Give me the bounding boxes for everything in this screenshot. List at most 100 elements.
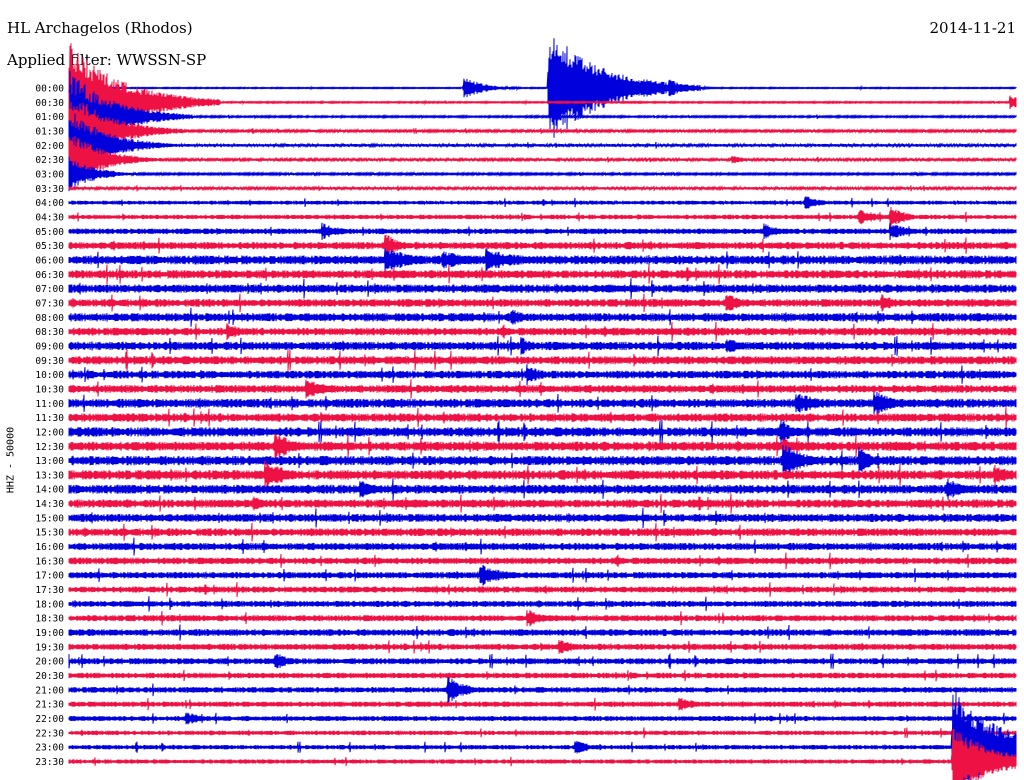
trace-row-0000 xyxy=(68,38,1017,138)
row-time-label: 06:00 xyxy=(35,255,64,266)
row-time-label: 19:30 xyxy=(35,642,64,653)
row-time-label: 16:30 xyxy=(35,556,64,567)
trace-row-2300 xyxy=(68,691,1017,780)
row-time-label: 22:00 xyxy=(35,714,64,725)
row-time-label: 23:00 xyxy=(35,743,64,754)
row-time-label: 03:00 xyxy=(35,169,64,180)
trace-row-0900 xyxy=(68,335,1017,357)
row-time-label: 09:00 xyxy=(35,341,64,352)
row-time-label: 16:00 xyxy=(35,542,64,553)
row-time-label: 07:00 xyxy=(35,284,64,295)
trace-row-1300 xyxy=(68,444,1017,477)
trace-row-1130 xyxy=(68,407,1017,428)
trace-row-0230 xyxy=(68,136,1017,184)
trace-row-0830 xyxy=(68,321,1017,342)
row-time-label: 20:00 xyxy=(35,657,64,668)
trace-row-2200 xyxy=(68,712,1017,725)
row-time-label: 22:30 xyxy=(35,728,64,739)
row-time-label: 21:00 xyxy=(35,685,64,696)
row-time-label: 01:30 xyxy=(35,126,64,137)
row-time-label: 20:30 xyxy=(35,671,64,682)
row-time-label: 11:00 xyxy=(35,399,64,410)
trace-row-1230 xyxy=(68,433,1017,459)
row-time-label: 03:30 xyxy=(35,184,64,195)
row-time-label: 04:00 xyxy=(35,198,64,209)
row-time-label: 18:30 xyxy=(35,614,64,625)
trace-row-2100 xyxy=(68,677,1017,703)
row-time-label: 10:30 xyxy=(35,384,64,395)
row-time-label: 09:30 xyxy=(35,356,64,367)
trace-row-1030 xyxy=(68,379,1017,399)
trace-row-2130 xyxy=(68,697,1017,711)
row-time-label: 02:30 xyxy=(35,155,64,166)
row-time-label: 02:00 xyxy=(35,141,64,152)
row-time-label: 06:30 xyxy=(35,270,64,281)
row-time-label: 01:00 xyxy=(35,112,64,123)
trace-row-0300 xyxy=(68,156,1017,192)
row-time-label: 19:00 xyxy=(35,628,64,639)
row-time-label: 18:00 xyxy=(35,599,64,610)
trace-row-1930 xyxy=(68,639,1017,654)
trace-row-1730 xyxy=(68,582,1017,597)
trace-row-1430 xyxy=(68,493,1017,514)
row-time-label: 15:00 xyxy=(35,513,64,524)
row-time-label: 08:30 xyxy=(35,327,64,338)
trace-row-1700 xyxy=(68,564,1017,586)
trace-row-1800 xyxy=(68,596,1017,612)
trace-row-1200 xyxy=(68,420,1017,444)
row-time-label: 11:30 xyxy=(35,413,64,424)
row-time-label: 17:00 xyxy=(35,571,64,582)
row-time-label: 14:30 xyxy=(35,499,64,510)
trace-row-0500 xyxy=(68,222,1017,240)
row-time-label: 05:30 xyxy=(35,241,64,252)
trace-row-0700 xyxy=(68,278,1017,300)
row-time-label: 13:30 xyxy=(35,470,64,481)
trace-row-0530 xyxy=(68,234,1017,257)
trace-row-1100 xyxy=(68,391,1017,415)
trace-row-0030 xyxy=(68,43,1017,162)
date-label: 2014-11-21 xyxy=(929,19,1016,37)
trace-row-0130 xyxy=(68,92,1017,170)
row-time-label: 10:00 xyxy=(35,370,64,381)
trace-row-2230 xyxy=(68,727,1017,739)
row-time-label: 04:30 xyxy=(35,212,64,223)
filter-label: Applied filter: WWSSN-SP xyxy=(7,51,207,69)
trace-row-0400 xyxy=(68,196,1017,209)
trace-row-0800 xyxy=(68,307,1017,327)
station-title: HL Archagelos (Rhodos) xyxy=(7,19,193,37)
row-time-label: 00:00 xyxy=(35,84,64,95)
row-time-label: 12:30 xyxy=(35,442,64,453)
trace-group xyxy=(68,38,1017,780)
trace-row-2030 xyxy=(68,669,1017,682)
trace-row-1600 xyxy=(68,537,1017,556)
trace-row-1900 xyxy=(68,624,1017,641)
trace-row-1000 xyxy=(68,364,1017,386)
row-label-group: 00:00 00:30 01:00 01:30 02:00 02:30 03:00 03:30… xyxy=(35,84,64,769)
trace-row-1630 xyxy=(68,552,1017,570)
trace-row-1830 xyxy=(68,610,1017,627)
row-time-label: 07:30 xyxy=(35,298,64,309)
trace-row-0730 xyxy=(68,293,1017,313)
row-time-label: 17:30 xyxy=(35,585,64,596)
trace-row-0930 xyxy=(68,349,1017,371)
trace-row-0430 xyxy=(68,206,1017,228)
trace-row-1400 xyxy=(68,478,1017,501)
trace-row-0200 xyxy=(68,113,1017,177)
row-time-label: 12:00 xyxy=(35,427,64,438)
row-time-label: 13:00 xyxy=(35,456,64,467)
trace-row-1330 xyxy=(68,460,1017,490)
row-time-label: 00:30 xyxy=(35,98,64,109)
row-time-label: 08:00 xyxy=(35,313,64,324)
trace-row-0100 xyxy=(68,70,1017,163)
row-time-label: 14:00 xyxy=(35,485,64,496)
row-time-label: 23:30 xyxy=(35,757,64,768)
trace-row-2330 xyxy=(68,728,1017,780)
trace-row-1500 xyxy=(68,507,1017,529)
trace-row-1530 xyxy=(68,522,1017,542)
trace-row-0630 xyxy=(68,264,1017,285)
trace-row-0600 xyxy=(68,248,1017,272)
trace-row-0330 xyxy=(68,185,1017,192)
row-time-label: 21:30 xyxy=(35,700,64,711)
row-time-label: 05:00 xyxy=(35,227,64,238)
